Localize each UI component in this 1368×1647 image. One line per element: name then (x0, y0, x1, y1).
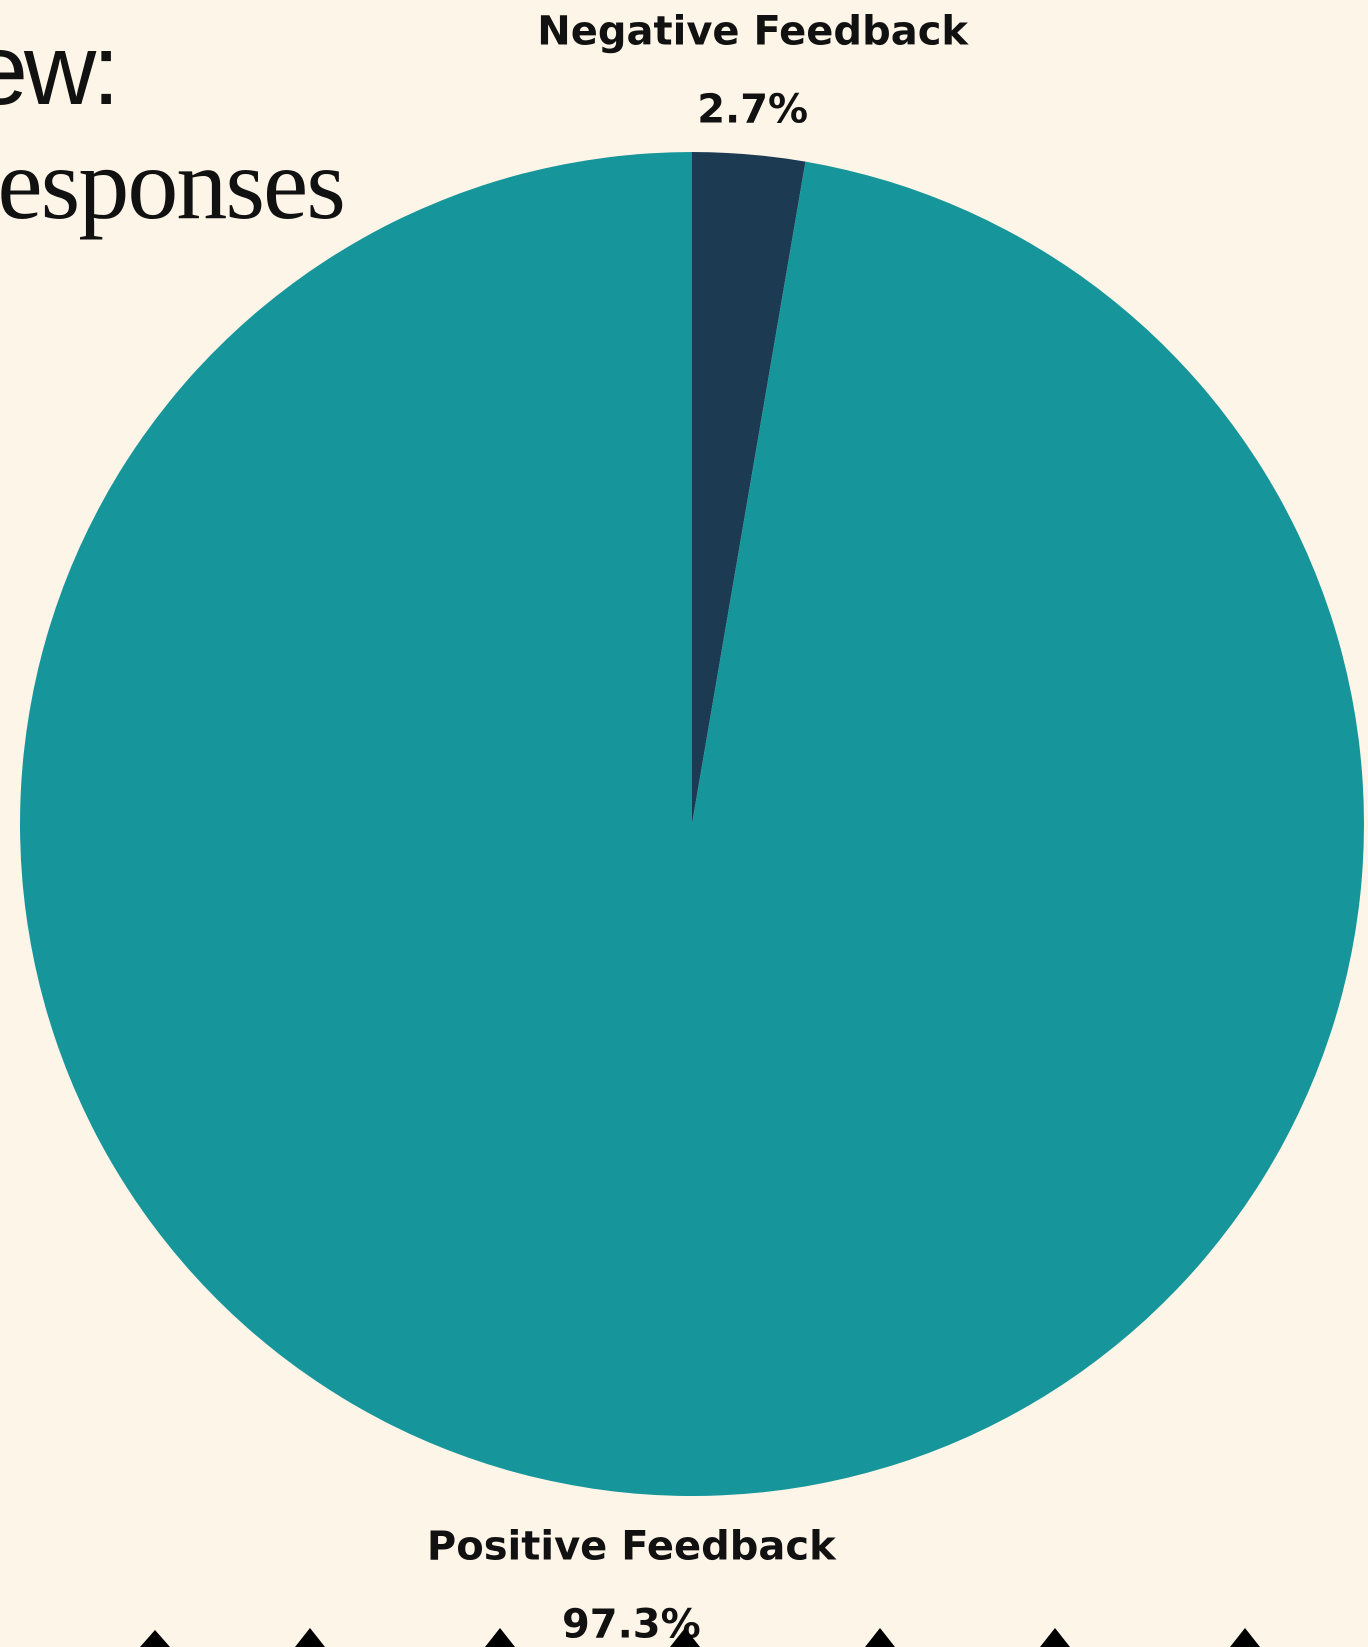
slice-value-negative-feedback: 2.7% (697, 87, 808, 133)
title-line-1: ew: (0, 14, 120, 126)
decorative-zigzag-border (0, 1628, 1368, 1647)
pie-slices (19, 152, 1365, 1496)
slice-label-negative-feedback: Negative Feedback (537, 9, 969, 55)
slice-label-positive-feedback: Positive Feedback (427, 1523, 837, 1569)
title-line-2: esponses (0, 128, 346, 241)
pie-slice-negative-feedback (692, 152, 806, 824)
pie-slice-positive-feedback (19, 152, 1365, 1496)
